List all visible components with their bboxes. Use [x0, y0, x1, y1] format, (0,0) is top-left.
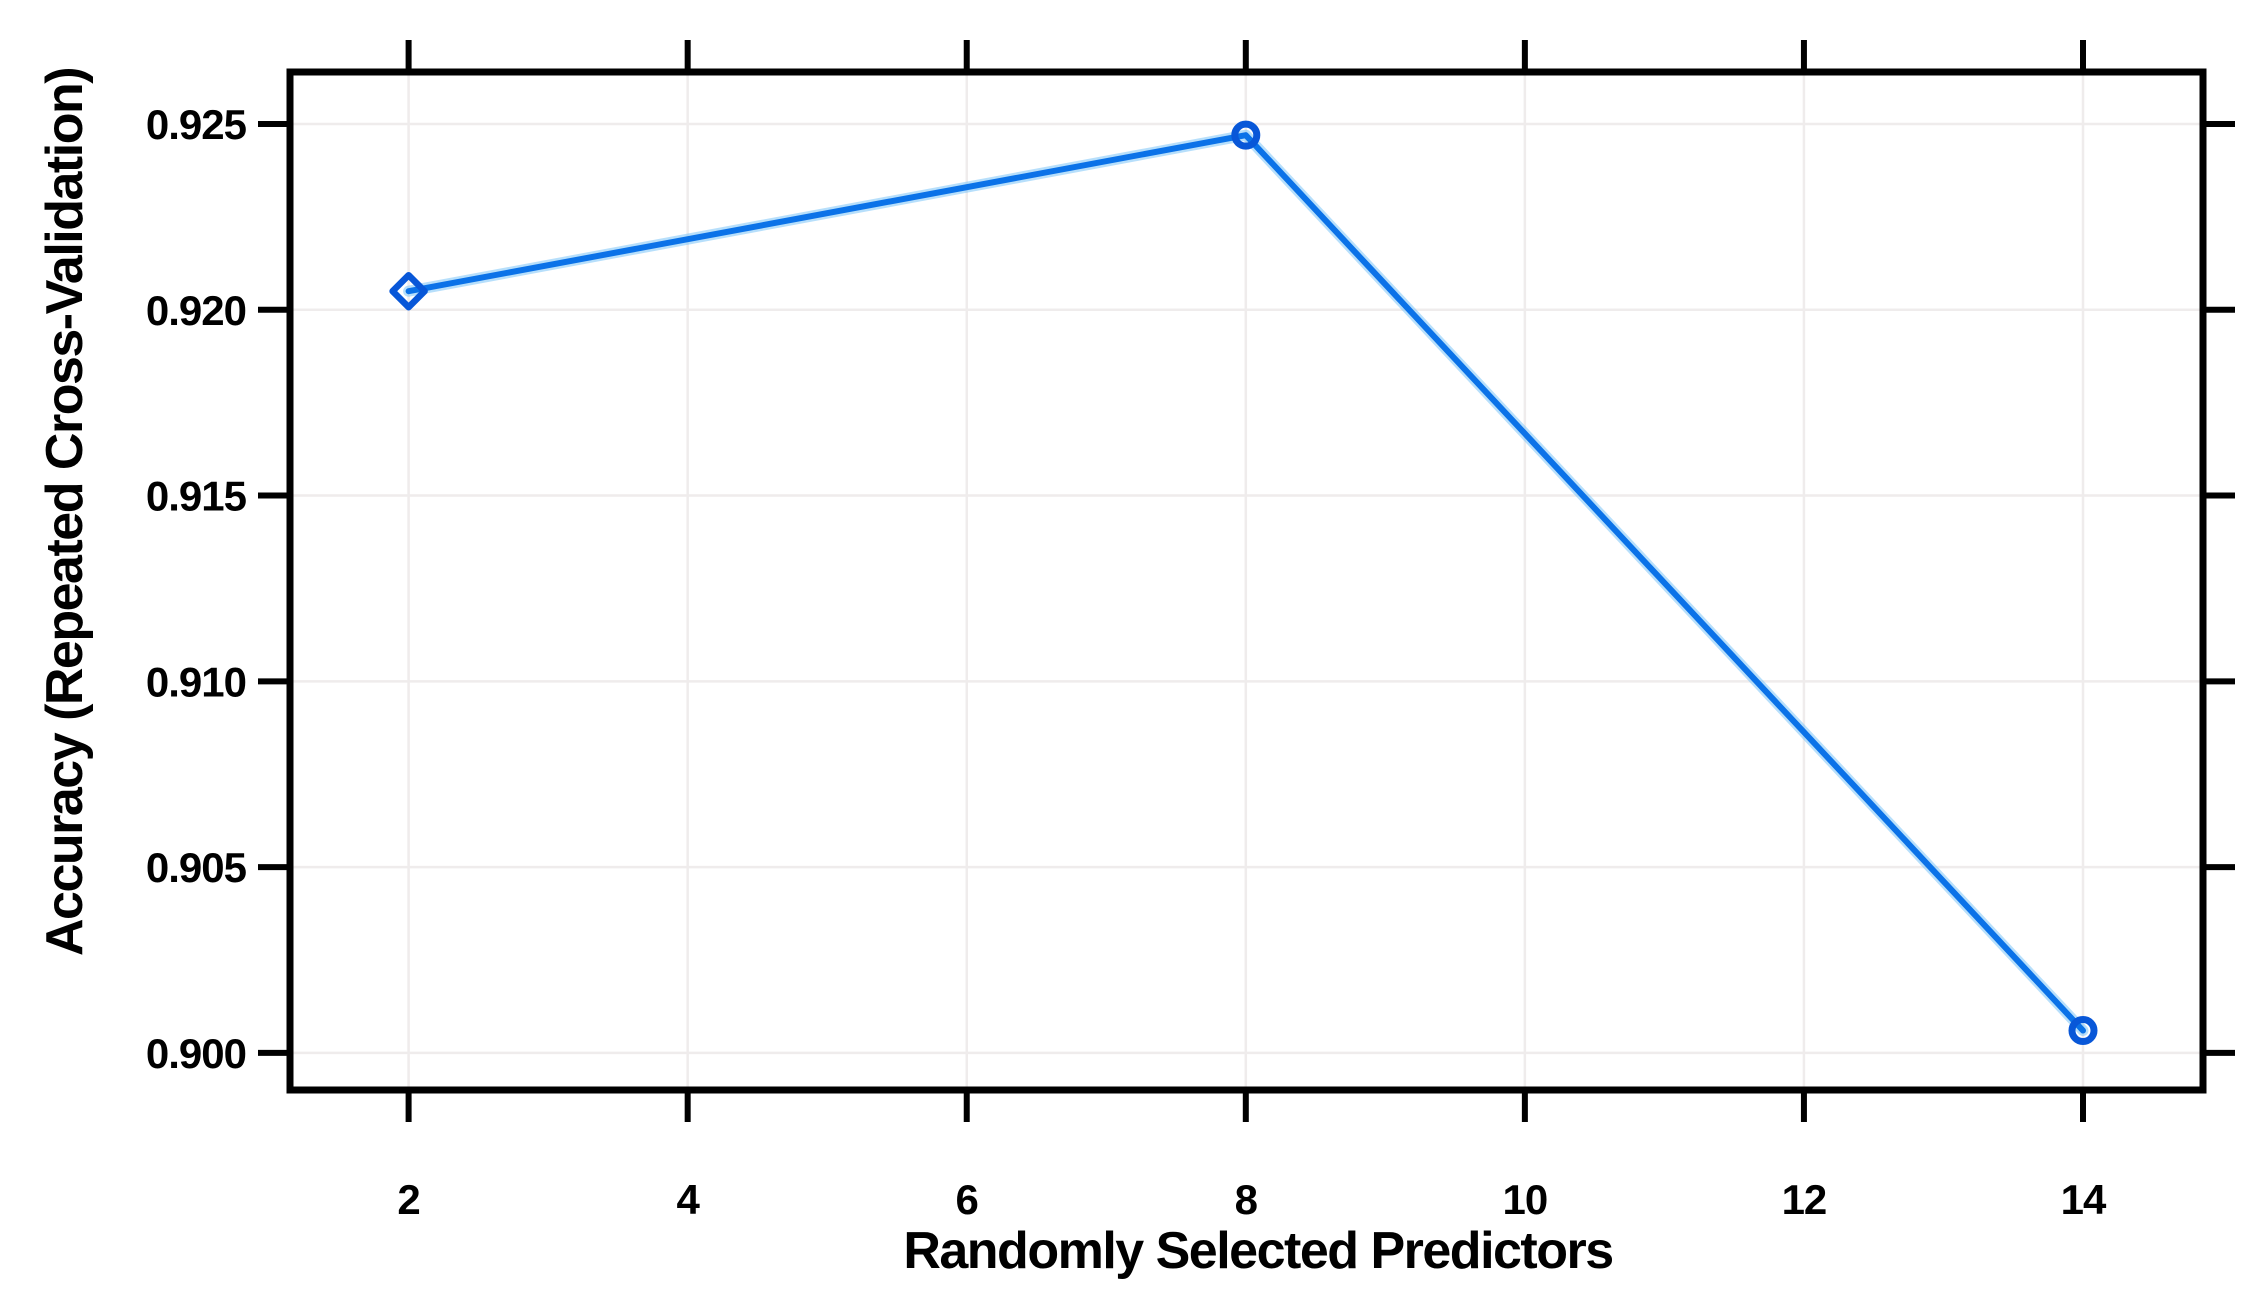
y-tick-label-0.925: 0.925: [146, 101, 247, 148]
x-tick-label-6: 6: [956, 1176, 978, 1223]
gridlines: [290, 72, 2203, 1090]
y-tick-label-0.915: 0.915: [146, 473, 247, 520]
series-line: [405, 132, 2087, 1034]
data-point-circle-x8: [1231, 120, 1261, 150]
x-tick-label-10: 10: [1503, 1176, 1548, 1223]
y-tick-label-0.905: 0.905: [146, 844, 247, 891]
y-tick-label-0.920: 0.920: [146, 287, 246, 334]
y-tick-label-0.910: 0.910: [146, 658, 246, 705]
x-tick-labels: 2 4 6 8 10 12 14: [397, 1176, 2108, 1223]
data-series: [389, 120, 2098, 1046]
x-tick-label-12: 12: [1782, 1176, 1827, 1223]
x-tick-label-2: 2: [397, 1176, 419, 1223]
x-tick-label-14: 14: [2061, 1176, 2107, 1223]
data-point-diamond-x2: [389, 271, 428, 311]
x-axis-title: Randomly Selected Predictors: [903, 1222, 1612, 1280]
data-point-circle-x14: [2068, 1016, 2098, 1046]
y-tick-label-0.900: 0.900: [146, 1030, 246, 1077]
y-axis-title: Accuracy (Repeated Cross-Validation): [36, 68, 94, 956]
x-tick-label-8: 8: [1235, 1176, 1258, 1223]
y-tick-labels: 0.900 0.905 0.910 0.915 0.920 0.925: [146, 101, 248, 1077]
axis-ticks: [258, 40, 2235, 1122]
x-tick-label-4: 4: [676, 1176, 700, 1223]
